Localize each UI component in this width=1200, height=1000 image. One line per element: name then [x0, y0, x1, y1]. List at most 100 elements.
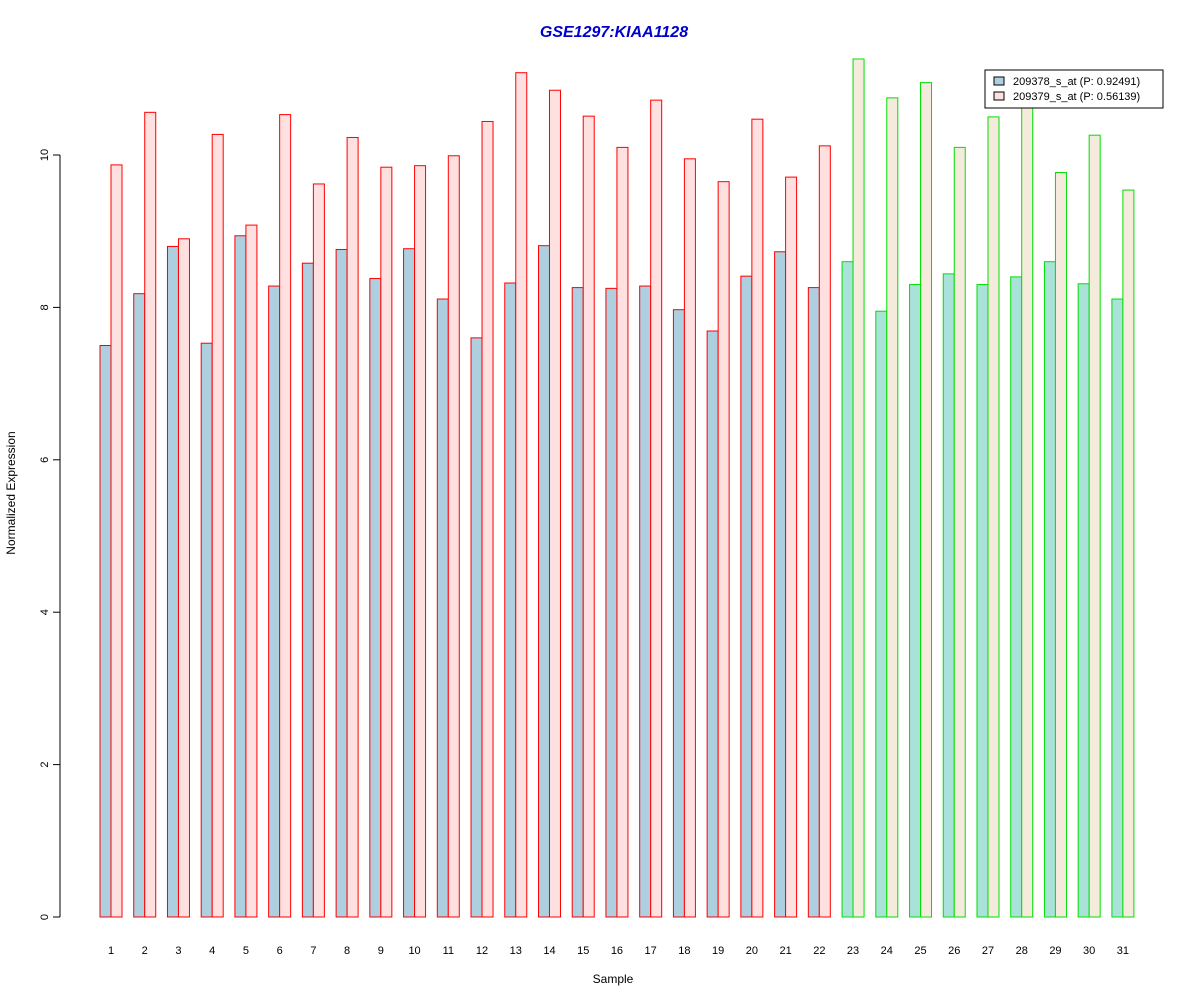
bar-series-2-sample-18: [683, 158, 696, 918]
bar-series-1-sample-10: [403, 248, 416, 918]
legend-box: [984, 69, 1164, 109]
x-tick-label: 20: [746, 945, 758, 957]
bar-series-2-sample-29: [1054, 172, 1067, 918]
x-tick-label: 13: [510, 945, 522, 957]
bar-series-2-sample-8: [346, 136, 359, 918]
bar-series-1-sample-22: [807, 287, 820, 918]
bar-series-2-sample-3: [177, 238, 190, 918]
legend-label-1: 209378_s_at (P: 0.92491): [1013, 76, 1140, 88]
bar-series-1-sample-24: [875, 310, 888, 918]
x-tick-label: 24: [881, 945, 893, 957]
x-tick-label: 22: [813, 945, 825, 957]
bar-series-2-sample-15: [582, 115, 595, 918]
bar-series-2-sample-2: [144, 111, 157, 918]
bar-series-1-sample-8: [335, 248, 348, 918]
x-tick-label: 5: [243, 945, 249, 957]
bar-series-1-sample-3: [166, 245, 179, 918]
bar-series-2-sample-7: [312, 183, 325, 918]
bar-series-1-sample-31: [1111, 298, 1124, 918]
bar-series-2-sample-20: [751, 118, 764, 918]
bar-series-1-sample-2: [133, 293, 146, 918]
x-tick-label: 10: [408, 945, 420, 957]
bar-series-1-sample-23: [841, 261, 854, 918]
bar-series-1-sample-6: [268, 285, 281, 918]
bar-series-1-sample-7: [301, 262, 314, 918]
bar-series-1-sample-29: [1043, 261, 1056, 918]
bar-series-2-sample-30: [1088, 134, 1101, 918]
bar-series-2-sample-16: [616, 146, 629, 918]
bar-series-1-sample-26: [942, 273, 955, 918]
x-tick-label: 6: [277, 945, 283, 957]
bar-series-1-sample-30: [1077, 283, 1090, 918]
bar-series-1-sample-15: [571, 287, 584, 918]
bar-series-1-sample-11: [436, 298, 449, 918]
x-tick-label: 3: [175, 945, 181, 957]
y-axis: 0 2 4 6 8 10: [39, 149, 61, 920]
legend-swatch-1: [993, 76, 1005, 86]
chart-title: GSE1297:KIAA1128: [540, 24, 688, 41]
x-tick-label: 23: [847, 945, 859, 957]
bar-series-2-sample-4: [211, 133, 224, 918]
x-tick-label: 11: [443, 945, 454, 957]
bar-series-2-sample-22: [818, 145, 831, 918]
bar-series-1-sample-5: [234, 235, 247, 918]
x-tick-label: 16: [611, 945, 623, 957]
bar-series-1-sample-25: [909, 284, 922, 918]
x-tick-label: 18: [678, 945, 690, 957]
x-tick-label: 4: [209, 945, 215, 957]
bar-series-2-sample-27: [987, 116, 1000, 918]
bar-series-2-sample-5: [245, 224, 258, 918]
bar-series-1-sample-20: [740, 275, 753, 918]
y-tick-label: 10: [39, 149, 51, 161]
bar-series-2-sample-28: [1021, 102, 1034, 918]
bar-series-2-sample-21: [785, 176, 798, 918]
x-tick-label: 9: [378, 945, 384, 957]
x-tick-label: 2: [142, 945, 148, 957]
x-tick-label: 1: [108, 945, 114, 957]
y-tick-label: 8: [39, 304, 51, 310]
x-tick-label: 29: [1049, 945, 1061, 957]
x-tick-label: 25: [914, 945, 926, 957]
x-tick-label: 12: [476, 945, 488, 957]
bar-series-1-sample-12: [470, 337, 483, 918]
bar-series-2-sample-1: [110, 164, 123, 918]
bar-series-1-sample-18: [672, 309, 685, 918]
bar-series-2-sample-23: [852, 58, 865, 918]
bar-series-2-sample-11: [447, 155, 460, 918]
y-axis-label: Normalized Expression: [4, 431, 18, 554]
x-tick-label: 21: [779, 945, 791, 957]
bar-series-2-sample-12: [481, 120, 494, 918]
bars: [99, 58, 1135, 918]
bar-series-1-sample-1: [99, 345, 112, 918]
bar-series-2-sample-19: [717, 181, 730, 918]
x-tick-label: 28: [1016, 945, 1028, 957]
x-tick-label: 30: [1083, 945, 1095, 957]
x-axis-label: Sample: [593, 972, 634, 986]
bar-series-2-sample-26: [953, 146, 966, 918]
bar-series-1-sample-21: [774, 251, 787, 918]
y-tick-label: 0: [39, 914, 51, 920]
bar-series-2-sample-31: [1122, 189, 1135, 918]
bar-series-2-sample-10: [414, 165, 427, 918]
bar-series-1-sample-27: [976, 284, 989, 918]
legend: 209378_s_at (P: 0.92491) 209379_s_at (P:…: [984, 69, 1164, 109]
bar-series-1-sample-13: [504, 282, 517, 918]
bar-series-1-sample-17: [639, 285, 652, 918]
bar-series-1-sample-28: [1010, 276, 1023, 918]
x-tick-label: 7: [310, 945, 316, 957]
x-tick-label: 27: [982, 945, 994, 957]
x-tick-label: 17: [645, 945, 657, 957]
y-tick-label: 4: [39, 609, 51, 615]
bar-series-1-sample-16: [605, 287, 618, 918]
x-tick-label: 26: [948, 945, 960, 957]
bar-series-1-sample-4: [200, 342, 213, 918]
legend-label-2: 209379_s_at (P: 0.56139): [1013, 91, 1140, 103]
x-axis-tick-labels: 1 2 3 4 5 6 7 8 9 10 11 12 13 14 15 16 17 18 19 20 21 22 23 24 2…: [108, 945, 1129, 957]
y-tick-label: 2: [39, 762, 51, 768]
x-tick-label: 8: [344, 945, 350, 957]
bar-series-2-sample-25: [920, 82, 933, 918]
x-tick-label: 15: [577, 945, 589, 957]
x-tick-label: 31: [1117, 945, 1129, 957]
bar-series-2-sample-17: [650, 99, 663, 918]
